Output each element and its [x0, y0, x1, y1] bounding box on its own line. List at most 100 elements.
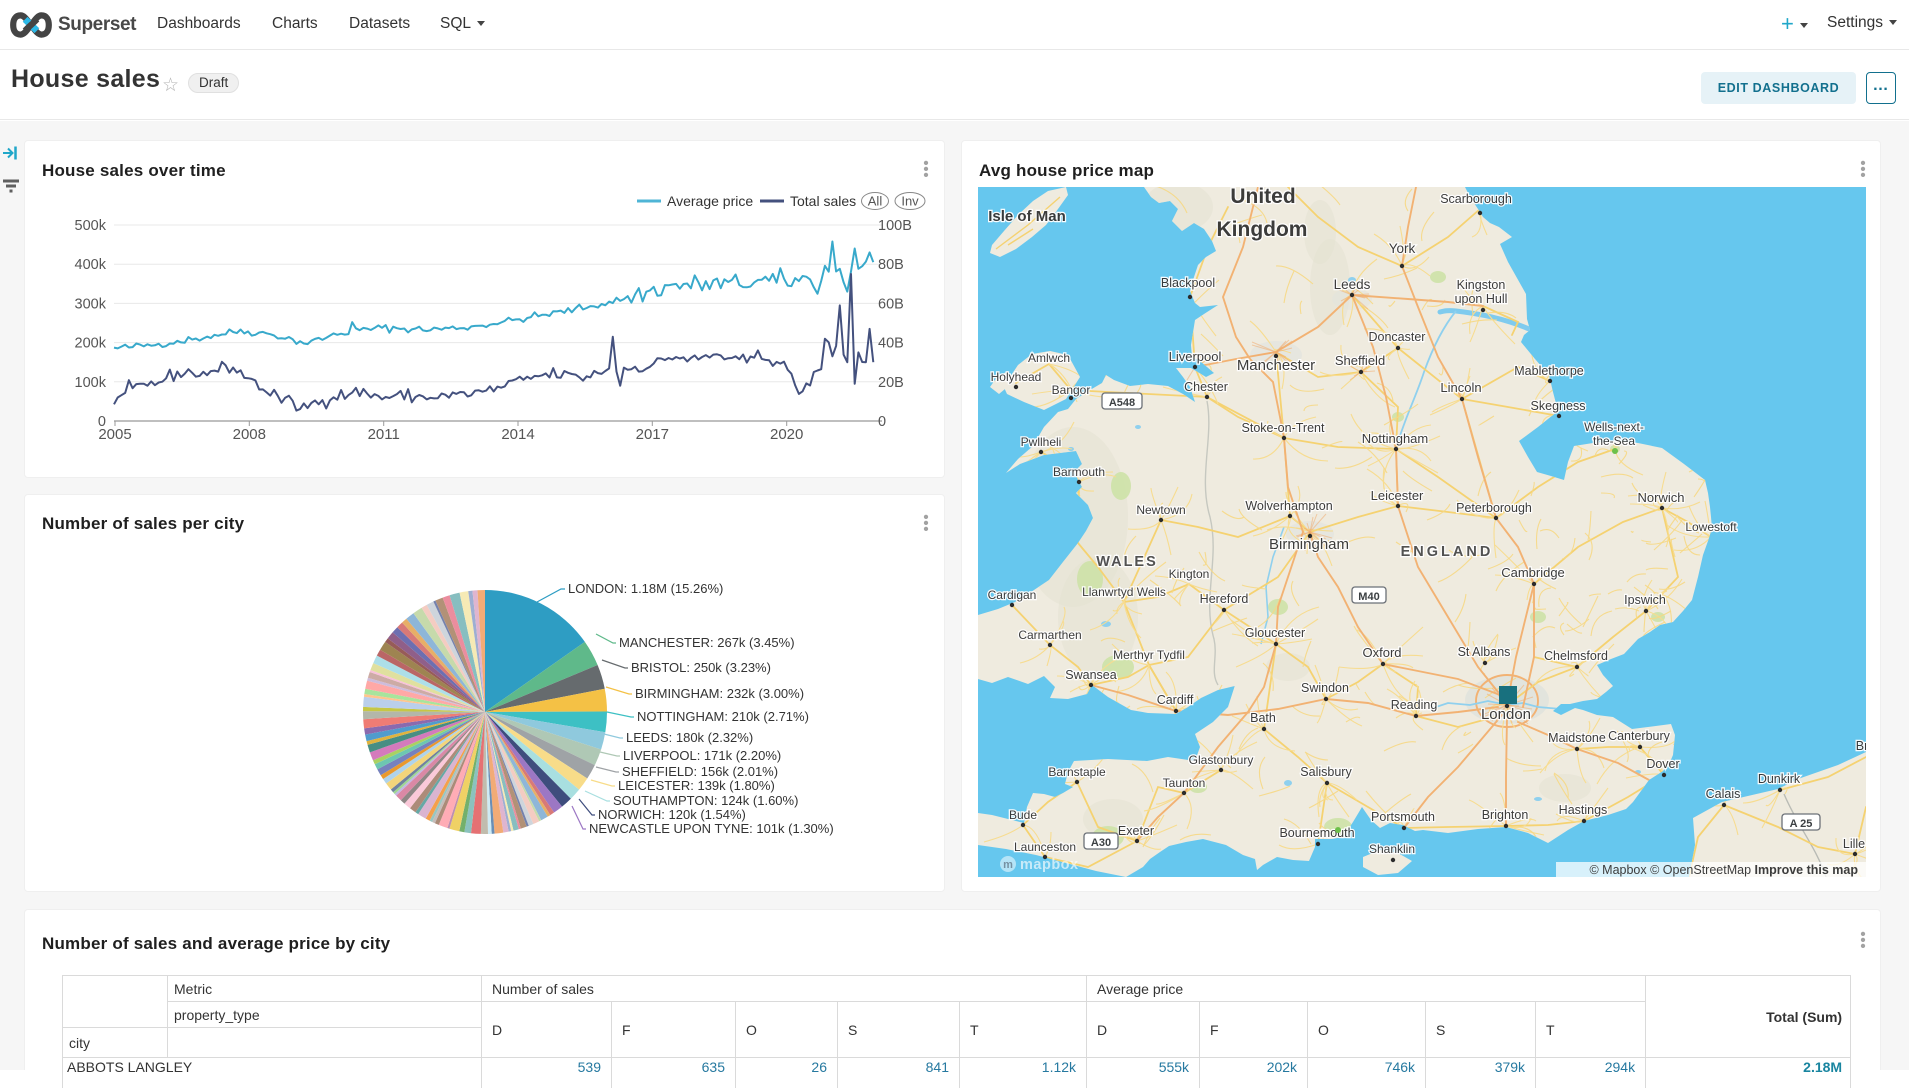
svg-text:Br: Br: [1856, 739, 1866, 753]
svg-text:SHEFFIELD: 156k (2.01%): SHEFFIELD: 156k (2.01%): [622, 764, 778, 779]
svg-text:St Albans: St Albans: [1458, 645, 1511, 659]
svg-text:Bude: Bude: [1009, 808, 1037, 822]
svg-text:Average price: Average price: [667, 193, 753, 209]
svg-text:40B: 40B: [878, 336, 904, 352]
svg-text:Swansea: Swansea: [1065, 668, 1116, 682]
svg-text:upon Hull: upon Hull: [1455, 292, 1508, 306]
svg-text:80B: 80B: [878, 257, 904, 273]
svg-text:Ipswich: Ipswich: [1624, 593, 1666, 607]
svg-text:Gloucester: Gloucester: [1245, 626, 1305, 640]
svg-text:Birmingham: Birmingham: [1269, 536, 1349, 553]
svg-text:Isle of Man: Isle of Man: [988, 208, 1066, 225]
svg-text:400k: 400k: [75, 257, 107, 273]
svg-text:2008: 2008: [233, 426, 266, 443]
svg-text:2014: 2014: [501, 426, 534, 443]
svg-text:Portsmouth: Portsmouth: [1371, 810, 1435, 824]
svg-text:NEWCASTLE UPON TYNE: 101k (1.3: NEWCASTLE UPON TYNE: 101k (1.30%): [589, 821, 834, 836]
svg-text:Lincoln: Lincoln: [1440, 380, 1481, 395]
svg-text:2017: 2017: [636, 426, 669, 443]
svg-text:Cambridge: Cambridge: [1501, 565, 1565, 580]
svg-text:WALES: WALES: [1096, 554, 1158, 570]
svg-text:300k: 300k: [75, 296, 107, 312]
svg-text:Newtown: Newtown: [1136, 503, 1185, 517]
svg-text:Canterbury: Canterbury: [1608, 729, 1671, 743]
svg-text:Scarborough: Scarborough: [1440, 192, 1512, 206]
svg-text:Dunkirk: Dunkirk: [1758, 772, 1801, 786]
svg-text:MANCHESTER: 267k (3.45%): MANCHESTER: 267k (3.45%): [619, 635, 795, 650]
svg-text:Swindon: Swindon: [1301, 681, 1349, 695]
svg-text:500k: 500k: [75, 218, 107, 234]
svg-text:Amlwch: Amlwch: [1028, 351, 1070, 365]
svg-text:M40: M40: [1358, 591, 1379, 603]
svg-text:Leicester: Leicester: [1371, 488, 1424, 503]
svg-text:Kingdom: Kingdom: [1217, 218, 1308, 241]
svg-text:All: All: [868, 194, 883, 209]
svg-text:Total sales: Total sales: [790, 193, 856, 209]
svg-text:LONDON: 1.18M (15.26%): LONDON: 1.18M (15.26%): [568, 581, 723, 596]
svg-text:A548: A548: [1109, 397, 1135, 409]
svg-text:York: York: [1389, 241, 1416, 256]
svg-text:Bangor: Bangor: [1052, 383, 1091, 397]
svg-text:Mablethorpe: Mablethorpe: [1514, 364, 1584, 378]
svg-text:Oxford: Oxford: [1362, 645, 1401, 660]
svg-text:60B: 60B: [878, 296, 904, 312]
svg-text:Blackpool: Blackpool: [1161, 276, 1215, 290]
svg-text:Leeds: Leeds: [1334, 277, 1371, 292]
svg-text:Bath: Bath: [1250, 711, 1276, 725]
svg-text:Nottingham: Nottingham: [1362, 431, 1428, 446]
svg-text:Launceston: Launceston: [1014, 840, 1076, 854]
svg-text:Hastings: Hastings: [1559, 803, 1608, 817]
svg-text:Exeter: Exeter: [1118, 824, 1154, 838]
svg-text:BRISTOL: 250k (3.23%): BRISTOL: 250k (3.23%): [631, 660, 771, 675]
svg-text:Lowestoft: Lowestoft: [1685, 520, 1737, 534]
svg-text:© Mapbox © OpenStreetMap Impro: © Mapbox © OpenStreetMap Improve this ma…: [1589, 863, 1858, 877]
svg-text:Peterborough: Peterborough: [1456, 501, 1532, 515]
svg-text:Salisbury: Salisbury: [1300, 765, 1352, 779]
svg-text:the-Sea: the-Sea: [1593, 434, 1635, 448]
svg-text:Bournemouth: Bournemouth: [1279, 826, 1354, 840]
svg-text:LEICESTER: 139k (1.80%): LEICESTER: 139k (1.80%): [618, 778, 775, 793]
svg-text:A30: A30: [1091, 837, 1111, 849]
svg-text:United: United: [1230, 187, 1295, 208]
svg-text:100B: 100B: [878, 218, 912, 234]
svg-text:BIRMINGHAM: 232k (3.00%): BIRMINGHAM: 232k (3.00%): [635, 686, 804, 701]
svg-text:2020: 2020: [770, 426, 803, 443]
svg-text:Taunton: Taunton: [1163, 776, 1206, 790]
svg-text:SOUTHAMPTON: 124k (1.60%): SOUTHAMPTON: 124k (1.60%): [613, 793, 798, 808]
svg-text:mapbox: mapbox: [1020, 857, 1079, 873]
svg-text:2011: 2011: [368, 426, 400, 443]
svg-text:Reading: Reading: [1391, 698, 1438, 712]
svg-text:Liverpool: Liverpool: [1169, 349, 1222, 364]
svg-text:Chester: Chester: [1184, 380, 1228, 394]
svg-text:Inv: Inv: [901, 194, 919, 209]
svg-text:Stoke-on-Trent: Stoke-on-Trent: [1242, 421, 1325, 435]
svg-text:2005: 2005: [98, 426, 131, 443]
svg-text:Llanwrtyd Wells: Llanwrtyd Wells: [1082, 585, 1166, 599]
svg-text:Skegness: Skegness: [1531, 399, 1586, 413]
svg-text:Maidstone: Maidstone: [1548, 731, 1606, 745]
svg-text:Lille: Lille: [1843, 837, 1865, 851]
svg-text:Calais: Calais: [1706, 787, 1741, 801]
svg-text:Cardigan: Cardigan: [988, 588, 1037, 602]
svg-text:Wolverhampton: Wolverhampton: [1245, 499, 1332, 513]
svg-text:Norwich: Norwich: [1638, 490, 1685, 505]
svg-text:Barnstaple: Barnstaple: [1048, 765, 1106, 779]
svg-text:Merthyr Tydfil: Merthyr Tydfil: [1113, 648, 1185, 662]
svg-text:Cardiff: Cardiff: [1157, 693, 1194, 707]
svg-text:200k: 200k: [75, 336, 107, 352]
svg-text:Sheffield: Sheffield: [1335, 353, 1385, 368]
svg-text:Dover: Dover: [1646, 757, 1679, 771]
svg-text:NOTTINGHAM: 210k (2.71%): NOTTINGHAM: 210k (2.71%): [637, 709, 809, 724]
svg-text:Barmouth: Barmouth: [1053, 465, 1105, 479]
svg-text:ENGLAND: ENGLAND: [1401, 544, 1494, 560]
svg-text:Brighton: Brighton: [1482, 808, 1529, 822]
svg-text:Glastonbury: Glastonbury: [1189, 753, 1254, 767]
svg-text:Kingston: Kingston: [1457, 278, 1506, 292]
svg-text:20B: 20B: [878, 375, 904, 391]
svg-text:Wells-next-: Wells-next-: [1584, 420, 1644, 434]
svg-text:NORWICH: 120k (1.54%): NORWICH: 120k (1.54%): [598, 807, 746, 822]
svg-text:m: m: [1003, 859, 1013, 871]
svg-text:LIVERPOOL: 171k (2.20%): LIVERPOOL: 171k (2.20%): [623, 748, 781, 763]
svg-text:Chelmsford: Chelmsford: [1544, 649, 1608, 663]
svg-text:London: London: [1481, 706, 1531, 723]
